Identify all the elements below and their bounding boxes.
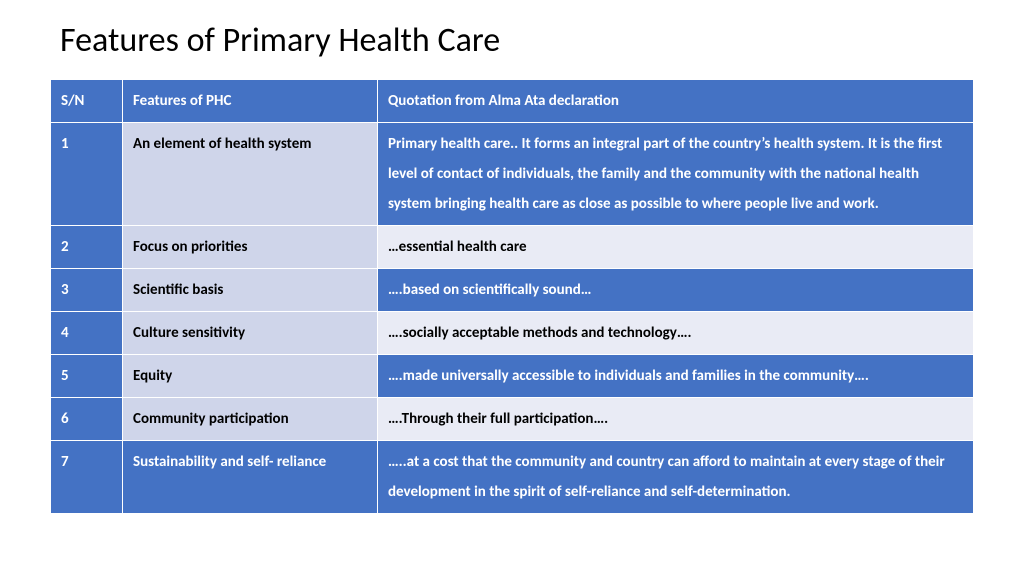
cell-feature: Culture sensitivity	[123, 312, 378, 355]
cell-feature: An element of health system	[123, 123, 378, 226]
cell-quote: ….socially acceptable methods and techno…	[378, 312, 974, 355]
table-row: 3 Scientific basis ….based on scientific…	[51, 269, 974, 312]
cell-sn: 6	[51, 398, 123, 441]
table-header-row: S/N Features of PHC Quotation from Alma …	[51, 80, 974, 123]
cell-feature: Scientific basis	[123, 269, 378, 312]
col-sn: S/N	[51, 80, 123, 123]
cell-sn: 5	[51, 355, 123, 398]
cell-quote: …..at a cost that the community and coun…	[378, 441, 974, 514]
cell-quote: ….based on scientifically sound…	[378, 269, 974, 312]
table-row: 4 Culture sensitivity ….socially accepta…	[51, 312, 974, 355]
cell-sn: 3	[51, 269, 123, 312]
page-title: Features of Primary Health Care	[60, 20, 974, 61]
col-feature: Features of PHC	[123, 80, 378, 123]
cell-quote: ….made universally accessible to individ…	[378, 355, 974, 398]
table-row: 2 Focus on priorities …essential health …	[51, 226, 974, 269]
cell-sn: 1	[51, 123, 123, 226]
table-row: 6 Community participation ….Through thei…	[51, 398, 974, 441]
cell-quote: ….Through their full participation….	[378, 398, 974, 441]
cell-quote: …essential health care	[378, 226, 974, 269]
cell-feature: Sustainability and self- reliance	[123, 441, 378, 514]
cell-sn: 7	[51, 441, 123, 514]
cell-sn: 4	[51, 312, 123, 355]
cell-feature: Focus on priorities	[123, 226, 378, 269]
table-row: 7 Sustainability and self- reliance …..a…	[51, 441, 974, 514]
col-quote: Quotation from Alma Ata declaration	[378, 80, 974, 123]
table-row: 1 An element of health system Primary he…	[51, 123, 974, 226]
phc-table: S/N Features of PHC Quotation from Alma …	[50, 79, 974, 514]
cell-quote: Primary health care.. It forms an integr…	[378, 123, 974, 226]
cell-feature: Equity	[123, 355, 378, 398]
cell-sn: 2	[51, 226, 123, 269]
table-row: 5 Equity ….made universally accessible t…	[51, 355, 974, 398]
cell-feature: Community participation	[123, 398, 378, 441]
